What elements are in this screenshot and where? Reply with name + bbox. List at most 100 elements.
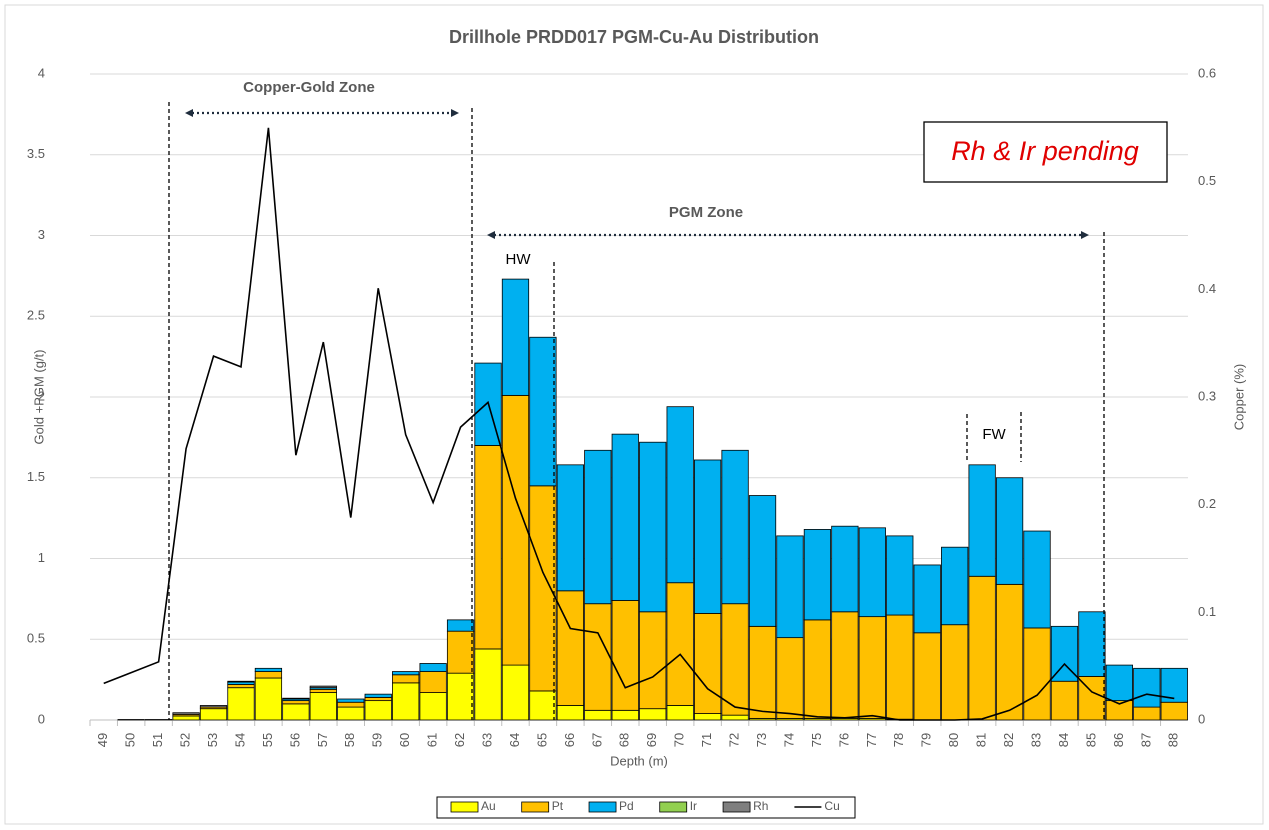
- y2-tick-label: 0.2: [1198, 496, 1216, 511]
- bar-segment: [666, 705, 694, 721]
- y-tick-label: 3.5: [27, 146, 45, 161]
- x-tick-label: 77: [864, 733, 879, 747]
- bar-segment: [831, 611, 859, 719]
- x-tick-label: 87: [1138, 733, 1153, 747]
- legend-label: Au: [481, 799, 496, 813]
- bar-segment: [254, 677, 283, 721]
- bar-segment: [501, 664, 530, 721]
- bar-segment: [1050, 680, 1079, 721]
- x-tick-label: 62: [452, 733, 467, 747]
- bar-segment: [282, 703, 310, 721]
- legend-swatch: [450, 801, 479, 813]
- y-axis-title: Gold +PGM (g/t): [31, 350, 46, 445]
- y2-tick-label: 0.3: [1198, 388, 1216, 403]
- x-tick-label: 54: [232, 733, 247, 747]
- bar-segment: [611, 433, 639, 601]
- bar-segment: [748, 495, 777, 627]
- x-tick-label: 72: [727, 733, 742, 747]
- legend-swatch: [588, 801, 617, 813]
- x-tick-label: 82: [1001, 733, 1016, 747]
- bar-segment: [721, 603, 749, 716]
- bar-segment: [611, 600, 639, 711]
- bar-segment: [639, 441, 667, 613]
- bar-segment: [776, 535, 804, 639]
- bar-segment: [941, 624, 969, 721]
- x-tick-label: 59: [370, 733, 385, 747]
- bar-segment: [1023, 627, 1051, 721]
- x-tick-label: 63: [479, 733, 494, 747]
- bar-segment: [858, 527, 886, 618]
- y2-tick-label: 0.5: [1198, 173, 1216, 188]
- legend-label: Pd: [619, 799, 634, 813]
- x-tick-label: 70: [672, 733, 687, 747]
- bar-segment: [886, 614, 914, 720]
- y-tick-label: 2.5: [27, 308, 45, 323]
- bar-segment: [831, 525, 859, 613]
- bar-segment: [556, 705, 585, 721]
- bar-segment: [282, 697, 310, 700]
- bar-segment: [364, 696, 392, 702]
- legend-label: Pt: [552, 799, 564, 813]
- annotations: Copper-Gold Zone PGM Zone HW FW Rh & Ir …: [168, 79, 1168, 720]
- legend-label: Ir: [690, 799, 697, 813]
- y-tick-label: 2: [38, 388, 45, 403]
- x-tick-label: 73: [754, 733, 769, 747]
- y-tick-label: 0: [38, 711, 45, 726]
- bar-segment: [364, 693, 392, 698]
- bar-segment: [611, 709, 639, 721]
- x-tick-label: 86: [1111, 733, 1126, 747]
- bar-segment: [913, 564, 941, 634]
- note-box: [923, 121, 1168, 183]
- x-tick-label: 74: [781, 733, 796, 747]
- annotation: PGM Zone: [669, 204, 743, 221]
- bar-segment: [1133, 706, 1161, 721]
- annotation: Rh & Ir pending: [951, 136, 1139, 166]
- x-tick-label: 69: [644, 733, 659, 747]
- bar-segment: [1133, 667, 1161, 708]
- x-tick-label: 88: [1166, 733, 1181, 747]
- bar-segment: [392, 671, 420, 676]
- y2-tick-label: 0.6: [1198, 65, 1216, 80]
- legend-swatch: [659, 801, 688, 813]
- legend-swatch: [521, 801, 550, 813]
- y-tick-label: 1: [38, 550, 45, 565]
- bar-segment: [529, 485, 557, 692]
- legend: Au Pt Pd Ir Rh Cu: [450, 799, 840, 813]
- bar-segment: [639, 708, 667, 721]
- bar-segment: [1105, 664, 1134, 702]
- x-tick-label: 75: [809, 733, 824, 747]
- bar-segment: [254, 667, 283, 672]
- x-tick-label: 50: [123, 733, 138, 747]
- bar-segment: [995, 477, 1024, 585]
- bar-segment: [694, 459, 722, 614]
- bar-segment: [995, 583, 1024, 721]
- bar-segment: [694, 713, 722, 721]
- bar-segment: [227, 680, 255, 683]
- bar-segment: [1023, 530, 1051, 629]
- x-tick-label: 49: [95, 733, 110, 747]
- x-tick-label: 56: [287, 733, 302, 747]
- bar-segment: [309, 692, 337, 721]
- bar-segment: [474, 445, 502, 650]
- bar-segment: [556, 464, 585, 592]
- bar-segment: [694, 613, 722, 714]
- x-tick-label: 67: [589, 733, 604, 747]
- x-tick-label: 52: [178, 733, 193, 747]
- bar-segment: [227, 687, 255, 721]
- bar-segment: [446, 672, 475, 721]
- bar-segment: [584, 449, 612, 605]
- bar-segment: [776, 637, 804, 719]
- bar-segment: [419, 692, 447, 721]
- bar-segment: [446, 630, 475, 674]
- plot-area: 0 0.5 1 1.5 2 2.5 3 3.5 4 0 0.1 0.2 0.3 0.4 0.5 0.6 49 50…: [27, 65, 1216, 747]
- bar-segment: [474, 648, 502, 721]
- x-tick-label: 57: [315, 733, 330, 747]
- bar-segment: [968, 575, 996, 721]
- x-tick-label: 51: [150, 733, 165, 747]
- bar-segment: [199, 708, 228, 721]
- bar-segment: [337, 706, 365, 721]
- bar-segment: [748, 625, 777, 719]
- bar-segment: [584, 603, 612, 711]
- y2-tick-label: 0: [1198, 711, 1205, 726]
